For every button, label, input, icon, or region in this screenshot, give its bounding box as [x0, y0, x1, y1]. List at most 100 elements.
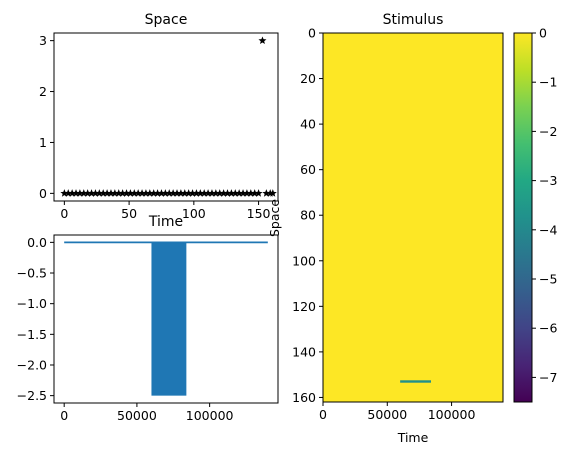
stimulus-ytick-label: 160 — [292, 390, 316, 405]
space-star-marker — [176, 189, 185, 197]
space-star-marker — [103, 189, 112, 197]
space-star-marker — [165, 189, 174, 197]
colorbar: 0 −1 −2 −3 −4 −5 −6 −7 — [513, 26, 557, 403]
space-star-marker — [99, 189, 108, 197]
space-star-marker — [188, 189, 197, 197]
space-star-marker — [211, 189, 220, 197]
time-xtick-label: 100000 — [186, 408, 234, 423]
time-xtick-label: 50000 — [117, 408, 157, 423]
space-star-marker — [60, 189, 69, 197]
space-star-marker — [200, 189, 209, 197]
space-star-marker — [231, 189, 240, 197]
time-pulse-region — [151, 242, 187, 396]
time-ytick-label: −1.5 — [17, 327, 47, 342]
time-xtick-label: 0 — [60, 408, 68, 423]
space-star-marker — [68, 189, 77, 197]
space-star-marker — [173, 189, 181, 197]
stimulus-ylabel: Space — [267, 199, 282, 237]
space-star-marker — [254, 189, 263, 197]
space-star-marker — [138, 189, 147, 197]
space-star-marker — [242, 189, 251, 197]
stimulus-heatmap-stripe — [400, 380, 431, 383]
space-xtick-label: 150 — [247, 206, 271, 221]
space-star-marker — [118, 189, 127, 197]
space-star-marker — [75, 189, 84, 197]
space-ytick-label: 0 — [39, 186, 47, 201]
colorbar-tick-label: −3 — [539, 173, 557, 188]
stimulus-title: Stimulus — [383, 12, 444, 28]
colorbar-tick-label: −1 — [539, 75, 557, 90]
space-star-marker — [246, 189, 255, 197]
time-ytick-label: −2.5 — [17, 388, 47, 403]
space-star-marker — [130, 189, 139, 197]
colorbar-frame — [513, 32, 533, 403]
space-star-marker — [153, 189, 162, 197]
space-star-marker — [64, 189, 73, 197]
space-xtick-label: 50 — [121, 206, 137, 221]
space-star-marker — [180, 189, 189, 197]
stimulus-ytick-label: 40 — [300, 117, 316, 132]
space-star-marker — [122, 189, 131, 197]
stimulus-ytick-label: 80 — [300, 208, 316, 223]
space-star-marker — [83, 189, 92, 197]
stimulus-xtick-label: 100000 — [428, 407, 476, 422]
space-star-marker — [192, 189, 201, 197]
stimulus-ytick-label: 100 — [292, 253, 316, 268]
space-star-marker — [215, 189, 224, 197]
space-star-marker — [227, 189, 236, 197]
space-xtick-label: 100 — [182, 206, 206, 221]
time-axes-frame — [53, 234, 279, 404]
space-star-marker — [268, 189, 277, 197]
time-ytick-label: −1.0 — [17, 296, 47, 311]
space-xtick-label: 0 — [60, 206, 68, 221]
space-star-marker — [114, 189, 123, 197]
time-ytick-label: 0.0 — [27, 235, 47, 250]
colorbar-tick-label: −7 — [539, 370, 557, 385]
space-star-marker — [149, 189, 158, 197]
colorbar-ticks: 0 −1 −2 −3 −4 −5 −6 −7 — [532, 26, 557, 385]
space-star-marker — [196, 189, 205, 197]
stimulus-ytick-label: 120 — [292, 299, 316, 314]
colorbar-gradient — [514, 33, 532, 402]
time-axis-ticks: 0 50000 100000 0.0 −0.5 −1.0 −1.5 −2.0 −2.5 — [17, 235, 234, 423]
time-subplot: 0 50000 100000 0.0 −0.5 −1.0 −1.5 −2.0 −2.5 Time — [17, 214, 279, 423]
space-star-marker-peak — [258, 36, 267, 45]
stimulus-ytick-label: 20 — [300, 71, 316, 86]
space-star-marker — [169, 189, 178, 197]
space-subplot: Space 0 50 100 150 0 1 2 3 — [39, 12, 279, 221]
stimulus-axes-frame — [322, 32, 504, 403]
space-star-marker — [239, 189, 248, 197]
space-star-marker — [79, 189, 88, 197]
space-star-marker — [184, 189, 193, 197]
space-star-marker — [134, 189, 143, 197]
stimulus-axis-ticks: 0 50000 100000 0 20 40 60 80 100 120 140 160 — [292, 26, 475, 423]
space-star-marker — [204, 189, 213, 197]
colorbar-tick-label: −4 — [539, 222, 557, 237]
time-ytick-label: −2.0 — [17, 357, 47, 372]
space-ytick-label: 3 — [39, 33, 47, 48]
colorbar-tick-label: −5 — [539, 272, 557, 287]
space-star-marker — [235, 189, 244, 197]
space-star-marker — [262, 189, 271, 197]
stimulus-ytick-label: 0 — [308, 26, 316, 41]
space-star-marker — [141, 189, 150, 197]
space-star-marker — [72, 189, 81, 197]
time-title: Time — [148, 214, 183, 230]
space-star-marker — [219, 189, 228, 197]
time-series-line — [64, 241, 268, 396]
space-star-marker — [126, 189, 135, 197]
space-ytick-label: 1 — [39, 135, 47, 150]
stimulus-xtick-label: 50000 — [367, 407, 407, 422]
space-star-marker — [95, 189, 104, 197]
colorbar-tick-label: −6 — [539, 321, 557, 336]
space-ytick-label: 2 — [39, 84, 47, 99]
space-star-marker — [91, 189, 100, 197]
space-axes-frame — [53, 32, 279, 202]
space-title: Space — [145, 12, 188, 28]
colorbar-tick-label: −2 — [539, 124, 557, 139]
stimulus-subplot: Stimulus 0 50000 100000 0 20 40 60 80 100 120 140 1… — [267, 12, 504, 445]
colorbar-tick-label: 0 — [539, 26, 547, 41]
space-star-marker — [106, 189, 115, 197]
stimulus-xlabel: Time — [397, 430, 429, 445]
